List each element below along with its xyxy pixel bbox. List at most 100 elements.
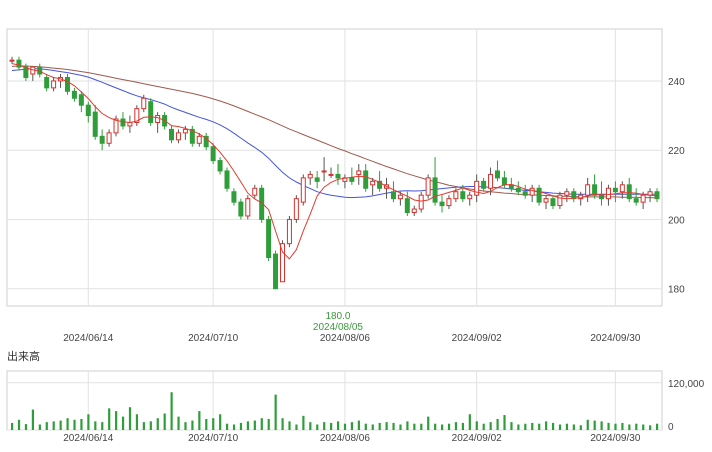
candle-body bbox=[550, 198, 556, 207]
candle-body bbox=[210, 146, 216, 162]
volume-bar bbox=[385, 422, 388, 430]
volume-bar bbox=[482, 423, 485, 430]
candle-body bbox=[356, 170, 362, 175]
candle-body bbox=[99, 135, 105, 144]
volume-bar bbox=[551, 422, 555, 430]
candle-body bbox=[335, 173, 341, 179]
volume-bar bbox=[156, 418, 159, 430]
volume-x-tick-label: 2024/08/06 bbox=[320, 433, 370, 444]
candle-body bbox=[51, 80, 57, 89]
volume-frame bbox=[6, 370, 663, 431]
y-tick-label: 220 bbox=[668, 146, 685, 157]
volume-bar bbox=[454, 422, 458, 430]
volume-bar bbox=[101, 422, 104, 430]
ma-short-line bbox=[11, 63, 658, 260]
candle-body bbox=[633, 198, 639, 203]
volume-bar bbox=[142, 422, 145, 430]
candle-body bbox=[148, 101, 154, 123]
volume-bar bbox=[253, 420, 256, 430]
candle-body bbox=[279, 243, 285, 283]
candle-body bbox=[169, 128, 175, 141]
volume-bar bbox=[378, 422, 381, 430]
volume-bar bbox=[489, 422, 492, 430]
volume-bar bbox=[565, 423, 569, 430]
volume-bar bbox=[38, 424, 41, 430]
candle-body bbox=[592, 184, 598, 196]
candle-body bbox=[64, 76, 70, 92]
volume-bar bbox=[447, 423, 451, 430]
candle-body bbox=[314, 177, 320, 182]
volume-bar bbox=[128, 407, 132, 430]
candle-body bbox=[626, 184, 632, 200]
volume-bar bbox=[260, 418, 263, 430]
volume-bar bbox=[593, 420, 596, 430]
candle-body bbox=[432, 177, 438, 203]
volume-bar bbox=[170, 392, 173, 430]
volume-bar bbox=[614, 423, 617, 430]
volume-bar bbox=[350, 422, 354, 430]
volume-bar bbox=[80, 418, 83, 430]
candle-body bbox=[245, 198, 251, 217]
candle-body bbox=[106, 132, 112, 144]
volume-bar bbox=[371, 424, 374, 430]
candle-body bbox=[363, 170, 369, 189]
candle-body bbox=[564, 191, 570, 196]
candle-body bbox=[370, 180, 376, 186]
y-tick-label: 200 bbox=[668, 215, 685, 226]
candle-body bbox=[134, 108, 140, 123]
candle-body bbox=[585, 184, 591, 196]
x-tick-label: 2024/09/02 bbox=[452, 333, 502, 344]
volume-bar bbox=[281, 418, 284, 430]
volume-bar bbox=[212, 418, 215, 430]
candle-body bbox=[619, 184, 625, 193]
volume-bar bbox=[579, 425, 582, 430]
candle-body bbox=[266, 218, 272, 259]
volume-bar bbox=[302, 415, 305, 430]
candle-body bbox=[259, 187, 265, 220]
x-tick-label: 2024/09/30 bbox=[590, 333, 640, 344]
volume-bar bbox=[531, 422, 534, 430]
volume-bar bbox=[17, 419, 21, 430]
volume-bar bbox=[121, 416, 125, 430]
candle-body bbox=[217, 160, 223, 172]
candle-body bbox=[71, 90, 77, 99]
volume-bar bbox=[461, 422, 465, 430]
volume-bar bbox=[649, 425, 652, 430]
candle-body bbox=[515, 187, 521, 193]
candle-body bbox=[605, 187, 611, 200]
candle-body bbox=[85, 104, 91, 117]
candle-body bbox=[238, 201, 244, 217]
x-tick-label: 2024/08/06 bbox=[320, 333, 370, 344]
price-frame bbox=[6, 28, 663, 307]
candle-body bbox=[529, 187, 535, 196]
candle-body bbox=[612, 187, 618, 193]
volume-bar bbox=[87, 414, 90, 430]
candle-body bbox=[231, 191, 237, 203]
volume-bar bbox=[246, 421, 250, 430]
candle-body bbox=[494, 170, 500, 179]
candle-body bbox=[543, 198, 549, 203]
volume-bar bbox=[52, 421, 55, 430]
candle-body bbox=[377, 180, 383, 189]
ma-long-line bbox=[11, 65, 658, 199]
volume-x-tick-label: 2024/09/02 bbox=[452, 433, 502, 444]
candle-body bbox=[446, 198, 452, 207]
volume-bar bbox=[135, 414, 139, 430]
candle-body bbox=[175, 132, 181, 141]
volume-bar bbox=[434, 423, 437, 430]
candle-body bbox=[113, 118, 119, 134]
volume-bar bbox=[184, 422, 187, 430]
low-annotation-value: 180.0 bbox=[325, 311, 350, 322]
candle-body bbox=[488, 173, 494, 189]
volume-bar bbox=[586, 419, 589, 430]
volume-bar bbox=[427, 416, 430, 430]
candle-body bbox=[9, 59, 15, 62]
volume-bar bbox=[607, 422, 610, 430]
candle-body bbox=[467, 194, 473, 200]
volume-bar bbox=[399, 424, 402, 430]
volume-bar bbox=[656, 423, 659, 430]
volume-bar bbox=[24, 424, 28, 430]
volume-bar bbox=[323, 422, 326, 430]
